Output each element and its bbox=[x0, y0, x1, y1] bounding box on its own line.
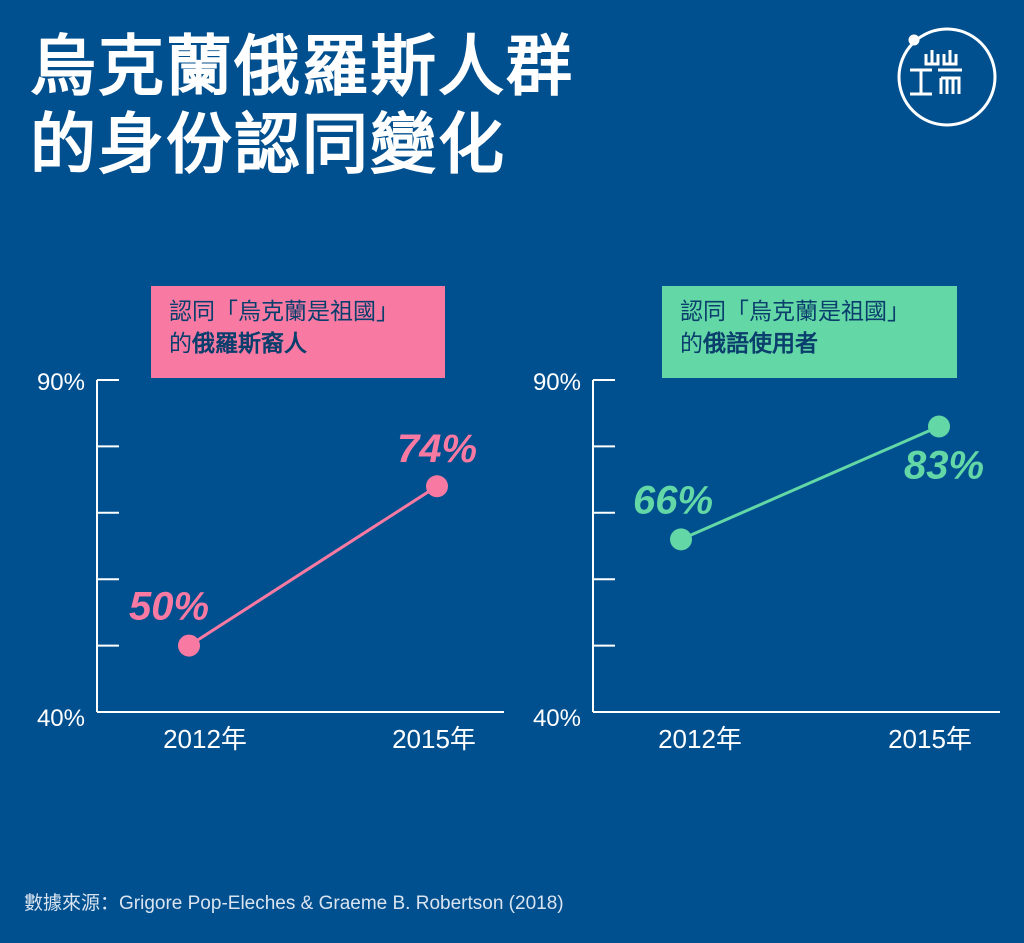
series-line-right bbox=[680, 425, 940, 541]
value-label-left: 74% bbox=[397, 427, 477, 471]
x-category-label-right: 2012年 bbox=[658, 724, 742, 754]
legend-right-line-2: 的俄語使用者 bbox=[680, 328, 939, 360]
legend-right-prefix: 的 bbox=[680, 331, 703, 357]
value-label-left: 50% bbox=[129, 585, 209, 629]
y-tick-label-left-top: 90% bbox=[37, 369, 85, 396]
value-label-right: 66% bbox=[633, 478, 713, 522]
data-point-left bbox=[426, 475, 448, 498]
series-line-left bbox=[188, 484, 438, 647]
legend-left: 認同「烏克蘭是祖國」 的俄羅斯裔人 bbox=[151, 286, 445, 378]
legend-left-line-1: 認同「烏克蘭是祖國」 bbox=[169, 299, 399, 325]
legend-left-line-2: 的俄羅斯裔人 bbox=[169, 328, 427, 360]
value-label-right: 83% bbox=[904, 443, 984, 487]
page-title: 烏克蘭俄羅斯人群 的身份認同變化 bbox=[30, 28, 574, 184]
y-tick-label-left-bottom: 40% bbox=[37, 705, 85, 732]
x-category-label-left: 2012年 bbox=[163, 724, 247, 754]
data-point-right bbox=[670, 528, 692, 551]
legend-left-prefix: 的 bbox=[169, 331, 192, 357]
title-line-1: 烏克蘭俄羅斯人群 bbox=[30, 28, 574, 105]
x-category-label-left: 2015年 bbox=[392, 724, 476, 754]
source-note: 數據來源：Grigore Pop-Eleches & Graeme B. Rob… bbox=[24, 893, 564, 914]
data-point-left bbox=[178, 634, 200, 657]
y-tick-label-right-top: 90% bbox=[533, 369, 581, 396]
legend-right: 認同「烏克蘭是祖國」 的俄語使用者 bbox=[662, 286, 957, 378]
title-line-2: 的身份認同變化 bbox=[30, 106, 506, 183]
initium-logo-icon bbox=[897, 27, 997, 127]
y-tick-label-right-bottom: 40% bbox=[533, 705, 581, 732]
x-category-label-right: 2015年 bbox=[888, 724, 972, 754]
legend-right-bold: 俄語使用者 bbox=[703, 331, 818, 357]
legend-left-bold: 俄羅斯裔人 bbox=[192, 331, 307, 357]
legend-right-line-1: 認同「烏克蘭是祖國」 bbox=[680, 299, 910, 325]
data-point-right bbox=[928, 415, 950, 438]
